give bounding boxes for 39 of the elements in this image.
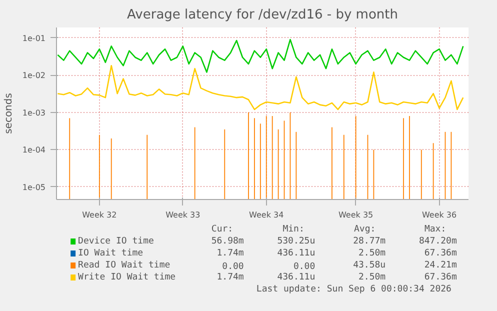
text: Last update: Sun Sep 6 00:00:34 2026 bbox=[256, 284, 452, 294]
text: Avg: bbox=[354, 224, 376, 234]
y-axis-title: seconds bbox=[3, 93, 14, 134]
text: 0.00 bbox=[293, 262, 316, 272]
text: Min: bbox=[282, 224, 304, 234]
line-series bbox=[57, 38, 464, 73]
text: 2.50m bbox=[358, 272, 386, 282]
x-tick-label: Week 32 bbox=[82, 210, 117, 220]
y-tick-label: 1e-01 bbox=[22, 34, 46, 43]
legend-label: Write IO Wait time bbox=[78, 272, 176, 282]
y-tick-label: 1e-02 bbox=[22, 71, 46, 80]
y-tick-label: 1e-05 bbox=[22, 182, 46, 192]
text: Max: bbox=[424, 224, 446, 234]
text: 56.98m bbox=[211, 236, 244, 246]
text: 2.50m bbox=[358, 248, 386, 258]
y-tick-label: 1e-03 bbox=[22, 108, 46, 118]
text: 1.74m bbox=[216, 272, 244, 282]
text: 436.11u bbox=[277, 248, 316, 258]
text: 847.20m bbox=[418, 236, 457, 246]
legend-label: IO Wait time bbox=[78, 248, 144, 258]
text: 67.36m bbox=[424, 248, 457, 258]
chart-title: Average latency for /dev/zd16 - by month bbox=[127, 8, 398, 22]
legend-label: Read IO Wait time bbox=[78, 260, 170, 270]
y-tick-label: 1e-04 bbox=[22, 146, 46, 155]
text: 530.25u bbox=[277, 236, 316, 246]
x-tick-label: Week 36 bbox=[422, 210, 457, 220]
line-series bbox=[57, 64, 464, 110]
text: Cur: bbox=[211, 224, 234, 234]
text: 24.21m bbox=[424, 260, 457, 270]
text: 436.11u bbox=[277, 272, 316, 282]
legend-label: Device IO time bbox=[78, 236, 154, 246]
text: 43.58u bbox=[353, 260, 386, 270]
x-tick-label: Week 33 bbox=[166, 210, 200, 220]
text: 0.00 bbox=[222, 262, 244, 272]
text: 1.74m bbox=[216, 248, 244, 258]
text: 67.36m bbox=[424, 272, 457, 282]
x-tick-label: Week 35 bbox=[338, 210, 374, 220]
x-tick-label: Week 34 bbox=[249, 210, 284, 220]
text: 28.77m bbox=[353, 236, 386, 246]
